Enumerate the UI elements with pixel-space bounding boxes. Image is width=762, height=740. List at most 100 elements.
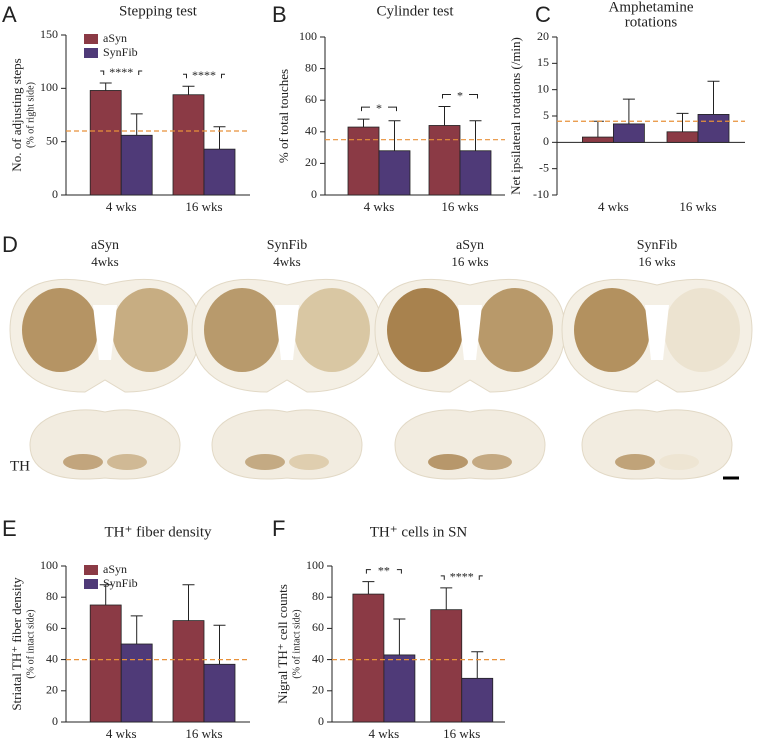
bar bbox=[459, 150, 492, 196]
striatum bbox=[22, 288, 98, 372]
substantia-nigra bbox=[107, 454, 147, 470]
significance-label: ** bbox=[378, 563, 390, 577]
substantia-nigra bbox=[245, 454, 285, 470]
panel-letter: F bbox=[272, 516, 285, 541]
chart-title: rotations bbox=[625, 14, 678, 30]
y-tick-label: 0 bbox=[52, 187, 58, 201]
panel-letter: A bbox=[2, 2, 17, 27]
bar bbox=[120, 643, 153, 723]
y-tick-label: 0 bbox=[318, 714, 324, 728]
error-bar bbox=[182, 85, 195, 95]
section-time: 16 wks bbox=[638, 254, 675, 269]
legend-swatch bbox=[84, 565, 98, 575]
error-bar bbox=[357, 118, 370, 128]
striatum bbox=[112, 288, 188, 372]
midbrain-section bbox=[211, 409, 363, 480]
bar bbox=[430, 609, 463, 723]
y-tick-label: 0 bbox=[311, 187, 317, 201]
significance-label: * bbox=[457, 88, 463, 102]
bar bbox=[203, 148, 236, 196]
y-tick-label: -5 bbox=[539, 160, 549, 174]
y-tick-label: 100 bbox=[299, 29, 317, 43]
legend-label: SynFib bbox=[103, 576, 138, 590]
error-bar bbox=[99, 584, 112, 605]
error-bar bbox=[362, 581, 375, 595]
ventricle bbox=[275, 305, 299, 360]
midbrain-section bbox=[29, 409, 181, 480]
y-tick-label: 10 bbox=[537, 81, 549, 95]
y-tick-label: 40 bbox=[305, 124, 317, 138]
ventricle bbox=[458, 305, 482, 360]
bar bbox=[582, 136, 614, 143]
chart-title: TH⁺ fiber density bbox=[104, 524, 212, 540]
error-bar bbox=[471, 651, 484, 679]
significance-bracket bbox=[440, 575, 483, 580]
substantia-nigra bbox=[428, 454, 468, 470]
y-tick-label: 80 bbox=[305, 60, 317, 74]
bar bbox=[89, 604, 122, 723]
legend-swatch bbox=[84, 34, 98, 44]
significance-bracket bbox=[442, 94, 478, 99]
y-axis-sublabel: (% of intact side) bbox=[291, 609, 302, 678]
bar bbox=[666, 131, 699, 143]
bar bbox=[352, 593, 385, 723]
section-label: SynFib bbox=[637, 238, 677, 253]
significance-bracket bbox=[100, 70, 143, 75]
legend-swatch bbox=[84, 579, 98, 589]
y-axis-sublabel: (% of intact side) bbox=[25, 609, 36, 678]
y-tick-label: 50 bbox=[46, 133, 58, 147]
error-bar bbox=[213, 126, 226, 150]
y-tick-label: 15 bbox=[537, 55, 549, 69]
error-bar bbox=[99, 82, 112, 91]
bar bbox=[203, 663, 236, 723]
significance-bracket bbox=[365, 569, 402, 574]
x-tick-label: 4 wks bbox=[106, 199, 137, 214]
striatum bbox=[387, 288, 463, 372]
x-tick-label: 4 wks bbox=[364, 199, 395, 214]
y-tick-label: -10 bbox=[533, 187, 549, 201]
y-tick-label: 40 bbox=[46, 651, 58, 665]
section-label: SynFib bbox=[267, 238, 307, 253]
bar bbox=[383, 654, 416, 723]
y-tick-label: 0 bbox=[543, 134, 549, 148]
chart-title: TH⁺ cells in SN bbox=[370, 524, 468, 540]
stain-label: TH bbox=[10, 458, 30, 474]
panel-letter: E bbox=[2, 516, 17, 541]
bar bbox=[461, 677, 494, 723]
significance-label: **** bbox=[109, 65, 133, 79]
significance-label: **** bbox=[450, 570, 474, 584]
y-tick-label: 40 bbox=[312, 651, 324, 665]
substantia-nigra bbox=[472, 454, 512, 470]
y-tick-label: 20 bbox=[312, 683, 324, 697]
y-tick-label: 100 bbox=[40, 80, 58, 94]
striatum bbox=[204, 288, 280, 372]
chart-title: Amphetamine bbox=[609, 0, 694, 15]
bar bbox=[428, 125, 461, 196]
ventricle bbox=[93, 305, 117, 360]
midbrain-section bbox=[581, 409, 733, 480]
x-tick-label: 16 wks bbox=[443, 726, 480, 740]
bar bbox=[89, 90, 122, 196]
panel-letter: D bbox=[2, 232, 18, 257]
error-bar bbox=[130, 113, 143, 136]
y-tick-label: 60 bbox=[46, 620, 58, 634]
bar bbox=[697, 114, 730, 143]
error-bar bbox=[130, 615, 143, 644]
striatum bbox=[294, 288, 370, 372]
midbrain-section bbox=[394, 409, 546, 480]
error-bar bbox=[622, 98, 635, 124]
y-tick-label: 150 bbox=[40, 27, 58, 41]
bar bbox=[120, 134, 153, 196]
error-bar bbox=[438, 106, 451, 126]
section-label: aSyn bbox=[91, 238, 119, 253]
section-label: aSyn bbox=[456, 238, 484, 253]
y-tick-label: 80 bbox=[312, 589, 324, 603]
y-tick-label: 20 bbox=[305, 155, 317, 169]
bar bbox=[613, 123, 645, 143]
bar bbox=[172, 620, 205, 723]
significance-bracket bbox=[183, 73, 225, 79]
ventricle bbox=[645, 305, 669, 360]
striatum bbox=[664, 288, 740, 372]
y-axis-label: No. of adjusting steps bbox=[9, 58, 24, 171]
y-tick-label: 60 bbox=[305, 92, 317, 106]
